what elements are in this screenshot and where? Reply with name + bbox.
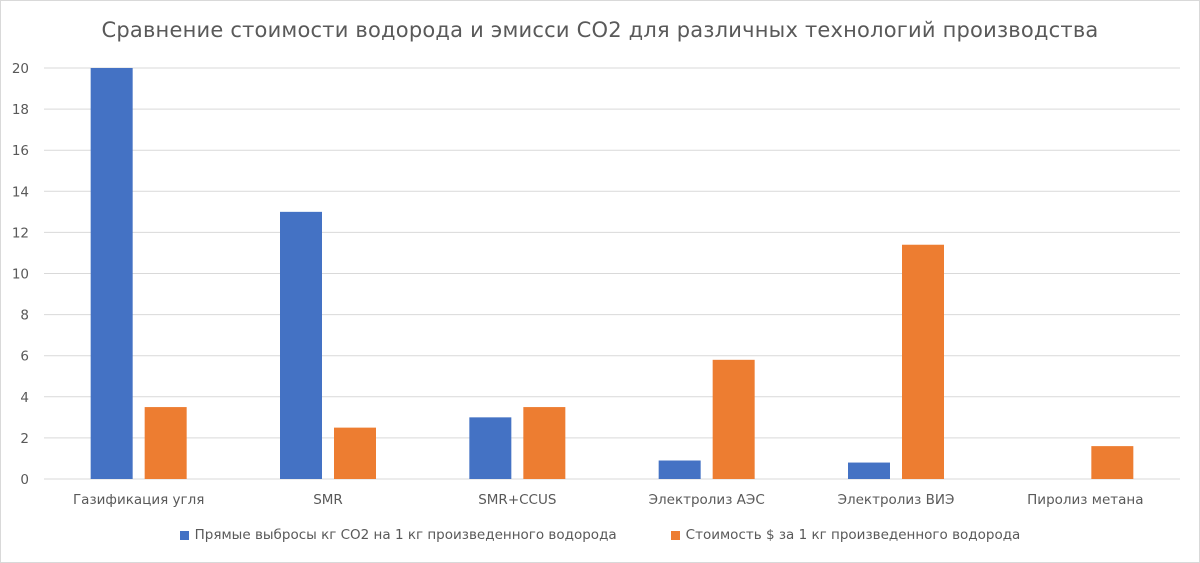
y-axis-tick-labels: 0 2 4 6 8 10 12 14 16 18 20 <box>12 61 29 488</box>
legend-label-cost: Стоимость $ за 1 кг произведенного водор… <box>685 527 1021 543</box>
bar-cost[interactable] <box>334 427 376 479</box>
bar-cost[interactable] <box>902 244 944 479</box>
y-tick-label: 18 <box>12 102 29 118</box>
chart-title: Сравнение стоимости водорода и эмисси СО… <box>101 18 1099 42</box>
bar-cost[interactable] <box>523 407 566 479</box>
y-tick-label: 12 <box>12 225 29 241</box>
y-tick-label: 6 <box>20 349 29 365</box>
y-tick-label: 8 <box>20 308 29 324</box>
x-tick-label: SMR <box>313 492 343 508</box>
y-tick-label: 20 <box>12 61 29 77</box>
bar-cost[interactable] <box>144 407 187 479</box>
legend-item-cost[interactable]: Стоимость $ за 1 кг произведенного водор… <box>670 527 1021 543</box>
y-tick-label: 4 <box>20 390 29 406</box>
bar-emissions[interactable] <box>280 211 322 479</box>
legend: Прямые выбросы кг СО2 на 1 кг произведен… <box>0 527 1200 543</box>
gridlines <box>44 67 1180 480</box>
legend-item-emissions[interactable]: Прямые выбросы кг СО2 на 1 кг произведен… <box>179 527 617 543</box>
bar-cost[interactable] <box>1091 446 1134 479</box>
legend-label-emissions: Прямые выбросы кг СО2 на 1 кг произведен… <box>194 527 617 543</box>
x-tick-label: Электролиз АЭС <box>649 492 765 508</box>
y-tick-label: 0 <box>20 472 29 488</box>
legend-swatch-cost <box>670 530 680 540</box>
bar-emissions[interactable] <box>90 68 133 479</box>
y-tick-label: 16 <box>12 143 29 159</box>
legend-swatch-emissions <box>179 530 189 540</box>
bar-emissions[interactable] <box>658 460 701 479</box>
bar-emissions[interactable] <box>848 462 890 479</box>
bars <box>90 68 1134 479</box>
x-tick-label: SMR+CCUS <box>478 492 556 508</box>
bar-cost[interactable] <box>712 359 755 479</box>
x-tick-label: Газификация угля <box>73 492 204 508</box>
x-tick-label: Пиролиз метана <box>1027 492 1143 508</box>
bar-emissions[interactable] <box>469 417 512 479</box>
x-axis-tick-labels: Газификация угля SMR SMR+CCUS Электролиз АЭ… <box>73 492 1144 508</box>
y-tick-label: 14 <box>12 184 29 200</box>
y-tick-label: 10 <box>12 267 29 283</box>
y-tick-label: 2 <box>20 431 29 447</box>
x-tick-label: Электролиз ВИЭ <box>838 492 955 508</box>
